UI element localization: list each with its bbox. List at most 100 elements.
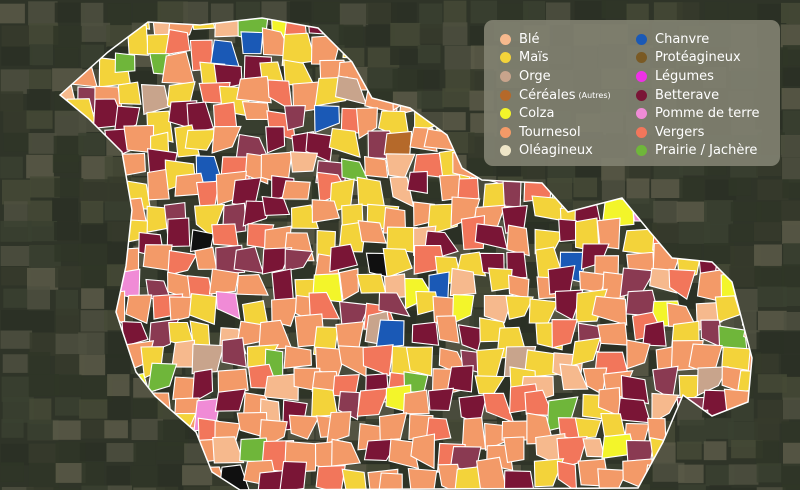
background-field [443, 0, 467, 27]
crop-parcel [506, 224, 530, 257]
legend-label: Protéagineux [655, 50, 741, 66]
background-field [78, 133, 106, 156]
background-field [53, 25, 86, 50]
crop-parcel [315, 465, 346, 490]
crop-parcel [140, 84, 170, 116]
background-field [55, 308, 80, 334]
background-field [54, 2, 85, 23]
crop-parcel [449, 267, 477, 297]
background-field [1, 46, 33, 66]
crop-parcel [263, 373, 299, 401]
legend-item-vergers: Vergers [636, 123, 786, 142]
background-field [417, 69, 440, 89]
legend-item-chanvre: Chanvre [636, 30, 786, 49]
crop-parcel [328, 127, 361, 159]
background-field [0, 443, 30, 466]
background-field [156, 441, 187, 461]
background-field [182, 465, 214, 486]
crop-parcel [388, 438, 420, 470]
crop-parcel [596, 217, 621, 250]
background-field [81, 223, 112, 245]
background-field [1, 179, 31, 205]
background-field [55, 266, 84, 288]
background-field [0, 69, 30, 94]
background-field [26, 89, 51, 114]
background-field [26, 154, 54, 179]
crop-parcel [597, 322, 629, 346]
crop-parcel [261, 247, 293, 275]
legend-label: Vergers [655, 124, 705, 140]
background-field [679, 419, 707, 445]
background-field [756, 463, 782, 483]
background-field [3, 201, 28, 227]
crop-parcel [329, 243, 359, 273]
background-field [419, 24, 443, 44]
background-field [210, 486, 239, 490]
background-field [27, 352, 51, 375]
background-field [0, 3, 25, 24]
crop-parcel [668, 268, 697, 300]
legend-label: Céréales [519, 87, 576, 103]
crop-parcel [503, 436, 525, 464]
background-field [601, 179, 625, 203]
background-field [29, 332, 60, 356]
background-field [781, 200, 800, 226]
crop-parcel [125, 294, 153, 325]
background-field [235, 485, 265, 490]
background-field [678, 484, 710, 490]
crop-parcel [362, 344, 394, 377]
legend-swatch [500, 89, 511, 101]
background-field [28, 133, 57, 154]
crop-parcel [405, 346, 434, 377]
background-field [704, 1, 728, 21]
background-field [55, 441, 86, 464]
legend-item-proteagineux: Protéagineux [636, 49, 786, 68]
background-field [79, 399, 108, 419]
background-field [782, 45, 800, 66]
crop-parcel [211, 223, 239, 247]
crop-parcel [407, 467, 438, 490]
legend-label: Oléagineux [519, 143, 593, 159]
background-field [757, 179, 789, 201]
crop-parcel [326, 411, 352, 444]
background-field [78, 243, 108, 270]
background-field [131, 465, 160, 490]
legend-label: Pomme de terre [655, 106, 760, 122]
background-field [81, 22, 111, 42]
crop-parcel [591, 295, 628, 326]
background-field [781, 354, 800, 380]
background-field [366, 2, 398, 24]
background-field [1, 486, 34, 490]
crop-legend: Blé Maïs Orge Céréales (Autres) Colza To… [484, 20, 780, 166]
background-field [757, 286, 787, 308]
background-field [653, 2, 683, 23]
background-field [783, 442, 800, 467]
background-field [78, 332, 108, 355]
background-field [679, 177, 705, 202]
background-field [29, 69, 52, 90]
crop-parcel [279, 460, 308, 490]
background-field [782, 397, 800, 420]
legend-item-legumes: Légumes [636, 67, 786, 86]
background-field [780, 134, 800, 158]
background-field [626, 178, 650, 204]
background-field [574, 0, 606, 21]
background-field [55, 289, 79, 316]
crop-parcel [505, 295, 534, 320]
background-field [392, 68, 424, 92]
crop-parcel [378, 292, 411, 317]
crop-parcel [503, 470, 537, 490]
crop-parcel [377, 472, 403, 490]
crop-parcel [167, 249, 198, 276]
background-field [52, 420, 81, 440]
legend-item-tournesol: Tournesol [500, 123, 636, 142]
background-field [28, 374, 60, 396]
crop-parcel [382, 247, 413, 279]
background-field [54, 243, 82, 262]
background-field [676, 201, 707, 222]
background-field [470, 0, 498, 24]
background-field [417, 90, 444, 109]
legend-swatch [500, 126, 511, 138]
crop-parcel [427, 387, 455, 412]
background-field [780, 331, 800, 354]
